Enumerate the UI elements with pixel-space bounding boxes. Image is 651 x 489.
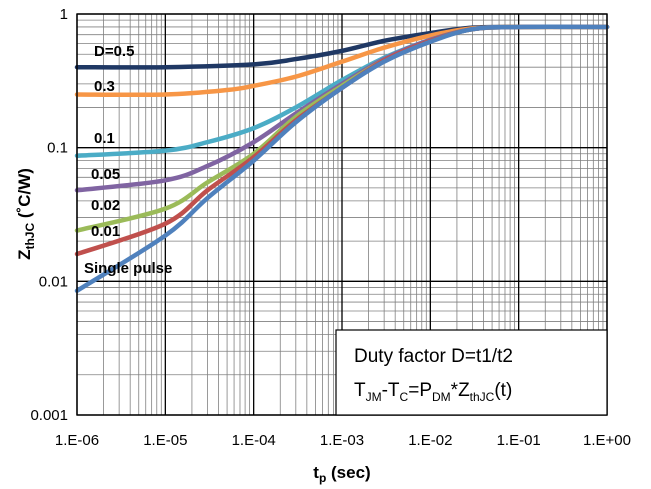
series-label-6: Single pulse bbox=[84, 260, 172, 277]
duty-factor-text: Duty factor D=t1/t2 bbox=[354, 346, 513, 367]
y-tick-label: 0.1 bbox=[47, 140, 68, 157]
x-axis-title: tp (sec) bbox=[313, 463, 370, 485]
formula-box-frame bbox=[335, 329, 608, 416]
x-tick-label: 1.E-02 bbox=[408, 432, 452, 449]
series-label-3: 0.05 bbox=[91, 166, 120, 183]
series-label-1: 0.3 bbox=[94, 78, 115, 95]
y-axis-title: ZthJC (˚C/W) bbox=[15, 168, 37, 260]
x-tick-label: 1.E-05 bbox=[143, 432, 187, 449]
formula-box: Duty factor D=t1/t2 TJM-TC=PDM*ZthJC(t) bbox=[335, 329, 608, 416]
x-tick-label: 1.E-03 bbox=[320, 432, 364, 449]
series-lines bbox=[74, 24, 610, 294]
x-tick-label: 1.E-04 bbox=[232, 432, 276, 449]
x-tick-label: 1.E-06 bbox=[55, 432, 99, 449]
power-formula-text: TJM-TC=PDM*ZthJC(t) bbox=[354, 380, 512, 404]
y-tick-labels: 0.001 0.01 0.1 1 bbox=[30, 6, 68, 424]
series-label-2: 0.1 bbox=[94, 130, 115, 147]
series-label-0: D=0.5 bbox=[94, 43, 134, 60]
y-tick-label: 0.001 bbox=[30, 407, 68, 424]
y-tick-label: 1 bbox=[60, 6, 68, 23]
y-tick-label: 0.01 bbox=[39, 273, 68, 290]
x-tick-label: 1.E-01 bbox=[497, 432, 541, 449]
series-label-5: 0.01 bbox=[91, 223, 120, 240]
series-line-6 bbox=[74, 24, 610, 294]
x-tick-labels: 1.E-06 1.E-05 1.E-04 1.E-03 1.E-02 1.E-01 1.E+… bbox=[55, 432, 631, 449]
x-tick-label: 1.E+00 bbox=[583, 432, 631, 449]
series-label-4: 0.02 bbox=[91, 197, 120, 214]
series-labels: D=0.5 0.3 0.1 0.05 0.02 0.01 Single pulse bbox=[84, 43, 172, 277]
